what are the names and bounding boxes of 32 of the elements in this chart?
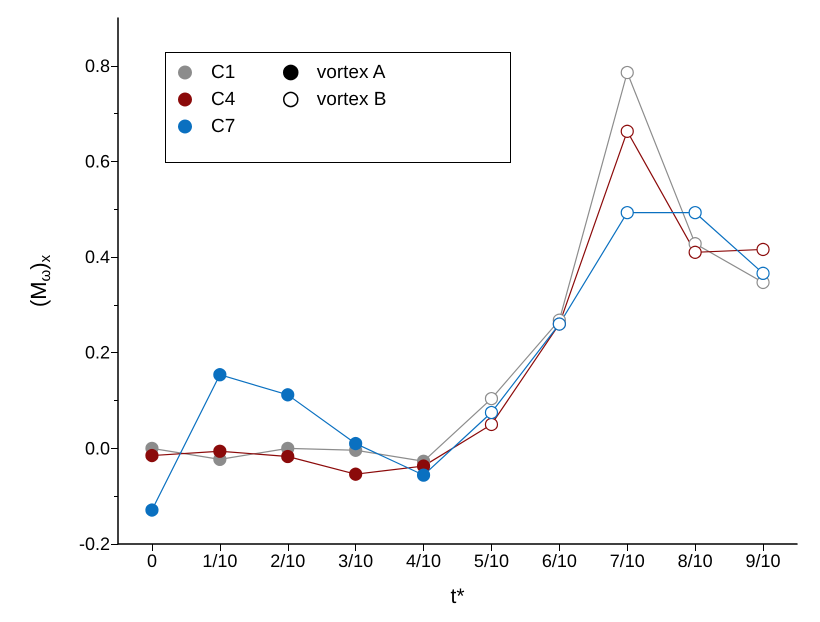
x-tick-label: 4/10: [406, 551, 442, 571]
y-axis-title: (Mω)x: [26, 254, 54, 308]
point: [416, 468, 430, 482]
x-axis-title: t*: [450, 585, 465, 608]
legend-label: C7: [211, 116, 236, 137]
point: [213, 444, 226, 458]
point: [349, 468, 362, 481]
x-tick-label: 3/10: [338, 551, 374, 571]
point: [145, 448, 159, 462]
y-tick-label: 0.2: [84, 342, 110, 363]
y-tick-label: -0.2: [78, 534, 110, 554]
y-tick-label: 0.8: [84, 56, 110, 76]
legend-label: vortex A: [316, 62, 386, 83]
y-tick-label: 0.4: [84, 247, 110, 268]
x-tick-label: 0: [146, 551, 157, 571]
point: [145, 503, 159, 517]
point: [349, 436, 362, 450]
point: [213, 368, 226, 382]
y-tick-label: 0.6: [84, 151, 110, 172]
x-tick-label: 8/10: [678, 551, 713, 571]
x-tick-label: 7/10: [610, 551, 645, 571]
legend-label: vortex B: [316, 89, 386, 110]
x-tick-label: 9/10: [746, 551, 781, 571]
point: [281, 388, 294, 402]
x-tick-label: 1/10: [202, 551, 238, 571]
x-tick-label: 6/10: [542, 551, 577, 571]
x-tick-label: 5/10: [474, 551, 509, 571]
point: [281, 450, 294, 464]
legend-label: C4: [211, 89, 236, 110]
legend-label: C1: [211, 62, 236, 83]
y-tick-label: 0.0: [84, 438, 110, 458]
x-tick-label: 2/10: [270, 551, 306, 571]
